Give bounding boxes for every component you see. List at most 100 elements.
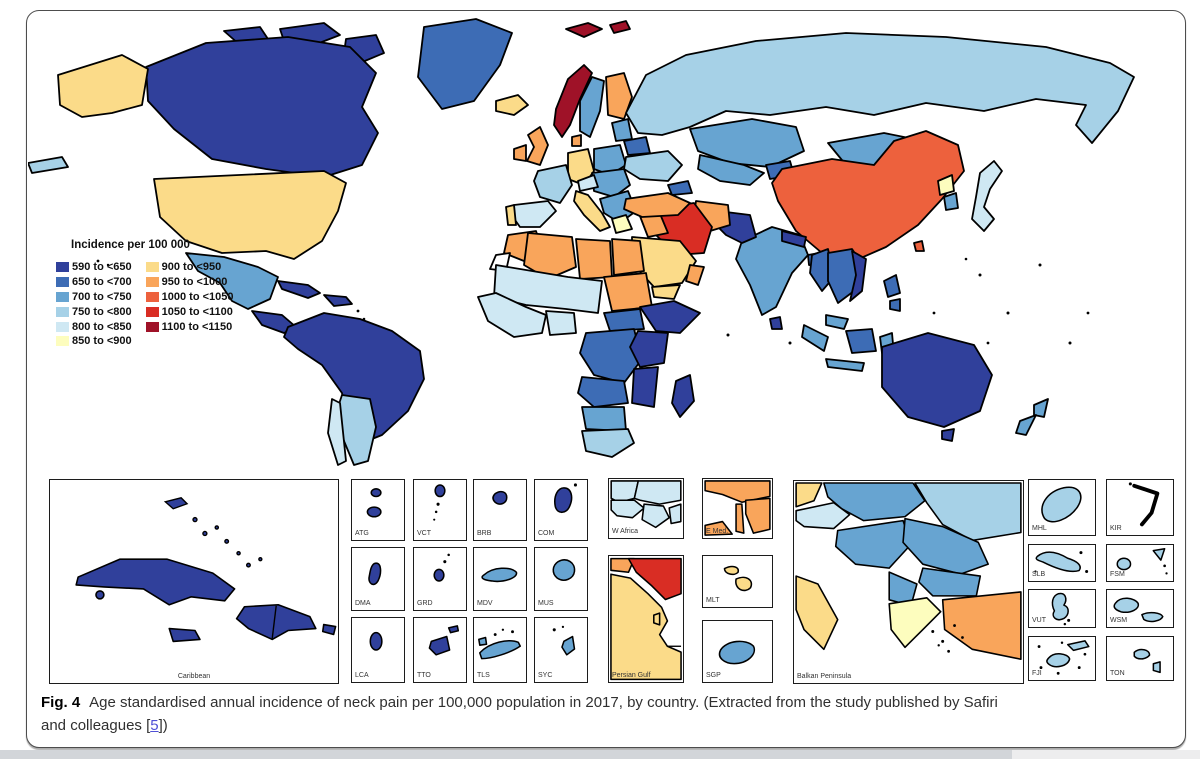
region-north-korea	[937, 174, 955, 196]
legend-range: 590 to <650	[72, 261, 132, 274]
legend-swatch	[56, 306, 69, 317]
panel-label: BRB	[477, 530, 492, 537]
slb-islands	[1034, 551, 1089, 574]
region-iceland	[495, 94, 529, 116]
region-denmark	[571, 134, 582, 147]
region-sumatra	[801, 324, 829, 352]
region-south-korea	[943, 192, 959, 211]
world-map-svg	[28, 18, 1135, 466]
region-vietnam	[849, 250, 867, 302]
legend-swatch	[56, 262, 69, 273]
panel-label: VUT	[1032, 617, 1046, 624]
inset-panel-vut: VUT	[1028, 589, 1096, 628]
panel-label: E Med.	[706, 528, 729, 535]
persian-gulf-map	[610, 557, 682, 681]
panel-label: MHL	[1032, 525, 1047, 532]
panel-label: W Africa	[612, 528, 639, 535]
legend-item: 1100 to <1150	[145, 319, 234, 334]
legend-range: 1000 to <1050	[161, 290, 234, 303]
region-sri-lanka	[769, 316, 783, 330]
legend-item: 1050 to <1100	[145, 304, 234, 319]
region-east-africa	[629, 330, 669, 368]
syc-islands	[552, 625, 576, 656]
inset-panel-fsm: FSM	[1106, 544, 1174, 582]
legend-range: 1100 to <1150	[161, 320, 233, 333]
fji-islands	[1037, 640, 1090, 675]
puerto-rico-shape	[321, 623, 337, 636]
region-bering-islands	[28, 156, 69, 174]
inset-panel-balkan: Balkan Peninsula	[793, 480, 1024, 684]
legend-swatch	[145, 291, 159, 302]
isle-of-youth	[95, 590, 105, 600]
inset-panel-mus: MUS	[534, 547, 588, 611]
legend-swatch	[56, 291, 69, 302]
inset-panel-mdv: MDV	[473, 547, 527, 611]
region-china	[771, 130, 965, 262]
region-tasmania	[941, 428, 955, 442]
reference-link-5[interactable]: 5	[150, 716, 159, 734]
inset-panel-syc: SYC	[534, 617, 588, 683]
inset-panel-persian-gulf: Persian Gulf	[608, 555, 684, 683]
legend-item: 950 to <1000	[145, 275, 234, 290]
jamaica-shape	[168, 627, 201, 643]
region-chile	[327, 398, 347, 466]
region-india	[735, 226, 809, 316]
region-yemen	[651, 284, 681, 300]
panel-label: Persian Gulf	[612, 672, 651, 679]
region-drc	[579, 328, 643, 384]
region-nepal	[781, 230, 807, 248]
vct-islands	[433, 484, 446, 521]
inset-panel-dma: DMA	[351, 547, 405, 611]
region-kazakhstan	[689, 118, 805, 168]
panel-label: TON	[1110, 670, 1125, 677]
region-south-america	[283, 312, 425, 444]
region-new-zealand	[1015, 398, 1049, 436]
w-africa-map	[610, 480, 682, 529]
aegean-islands	[931, 624, 964, 653]
horizontal-scrollbar[interactable]	[0, 750, 1200, 759]
haiti-dr-border	[271, 605, 277, 639]
legend-range: 650 to <700	[72, 276, 132, 289]
qatar-peninsula	[653, 612, 661, 626]
region-portugal	[505, 204, 517, 226]
region-greece	[611, 214, 633, 234]
cuba-shape	[75, 558, 236, 606]
panel-label: TTO	[417, 672, 431, 679]
caption-line2-after: ])	[158, 716, 168, 734]
region-java	[825, 358, 865, 372]
region-west-africa	[477, 292, 547, 338]
inset-panel-tto: TTO	[413, 617, 467, 683]
region-cuba	[277, 280, 321, 299]
legend-range: 750 to <800	[72, 305, 132, 318]
ocean-island-specks	[96, 257, 1090, 345]
inset-panel-mlt: MLT	[702, 555, 773, 608]
panel-label: LCA	[355, 672, 369, 679]
wsm-islands	[1113, 597, 1164, 623]
grd-islands	[433, 553, 450, 582]
legend-item: 700 to <750	[56, 290, 132, 305]
legend-range: 700 to <750	[72, 290, 132, 303]
panel-label: MUS	[538, 600, 554, 607]
region-usa	[153, 170, 347, 260]
legend-swatch	[145, 306, 159, 317]
panel-label: SLB	[1032, 571, 1046, 578]
legend-item: 750 to <800	[56, 304, 132, 319]
region-baltics	[611, 118, 633, 142]
panel-label: TLS	[477, 672, 490, 679]
panel-label: SGP	[706, 672, 721, 679]
region-algeria	[523, 232, 577, 280]
legend-title: Incidence per 100 000	[71, 239, 190, 251]
inset-panel-caribbean: Caribbean	[49, 479, 339, 684]
legend-range: 800 to <850	[72, 320, 132, 333]
panel-label: Caribbean	[177, 673, 211, 680]
region-turkey	[623, 192, 691, 218]
inset-panel-vct: VCT	[413, 479, 467, 541]
scrollbar-thumb[interactable]	[0, 750, 1012, 759]
region-philippines	[883, 274, 901, 312]
panel-label: KIR	[1110, 525, 1122, 532]
figure-card: Incidence per 100 000 590 to <650 650 to…	[26, 10, 1186, 748]
mlt-islands	[723, 565, 753, 592]
region-belarus	[623, 136, 651, 156]
region-central-asia	[697, 154, 765, 186]
